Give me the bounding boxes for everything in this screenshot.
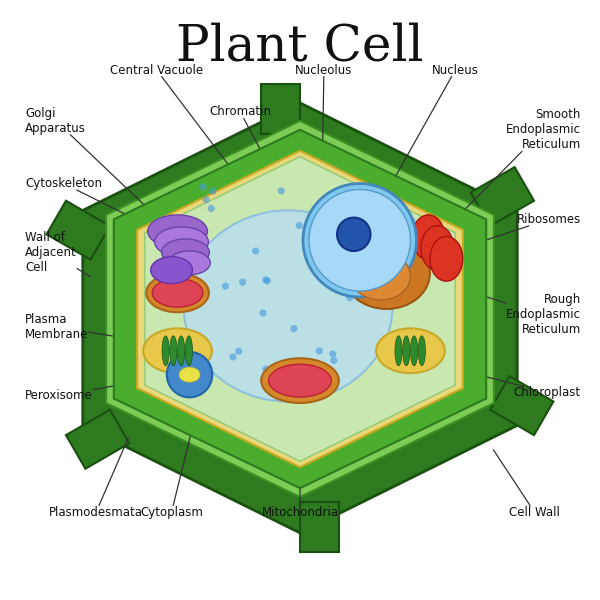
- Text: Mitochondria: Mitochondria: [262, 379, 338, 518]
- Ellipse shape: [403, 336, 410, 365]
- Ellipse shape: [146, 274, 209, 312]
- Ellipse shape: [351, 252, 410, 300]
- Ellipse shape: [184, 211, 392, 401]
- Ellipse shape: [170, 336, 177, 365]
- Polygon shape: [261, 83, 300, 134]
- Ellipse shape: [269, 364, 331, 397]
- Circle shape: [278, 187, 285, 194]
- Text: Wall of
Adjacent
Cell: Wall of Adjacent Cell: [25, 231, 91, 277]
- Ellipse shape: [410, 336, 418, 365]
- Text: Peroxisome: Peroxisome: [25, 376, 173, 402]
- Circle shape: [337, 218, 370, 251]
- Polygon shape: [114, 130, 486, 488]
- Circle shape: [209, 188, 217, 195]
- Polygon shape: [137, 151, 463, 467]
- Ellipse shape: [169, 251, 210, 275]
- Circle shape: [329, 350, 337, 358]
- Circle shape: [379, 341, 386, 349]
- Circle shape: [262, 365, 269, 373]
- Ellipse shape: [343, 237, 430, 309]
- Circle shape: [239, 278, 246, 286]
- Circle shape: [290, 325, 298, 332]
- Circle shape: [316, 347, 323, 355]
- Ellipse shape: [430, 236, 463, 281]
- Text: Cytoplasm: Cytoplasm: [140, 286, 227, 518]
- Circle shape: [356, 261, 364, 268]
- Text: Smooth
Endoplasmic
Reticulum: Smooth Endoplasmic Reticulum: [446, 108, 581, 229]
- Polygon shape: [300, 502, 339, 553]
- Ellipse shape: [376, 328, 445, 373]
- Polygon shape: [145, 157, 455, 461]
- Ellipse shape: [421, 226, 454, 271]
- Text: Nucleus: Nucleus: [377, 64, 479, 210]
- Circle shape: [264, 277, 271, 284]
- Circle shape: [199, 183, 206, 190]
- Circle shape: [303, 184, 416, 297]
- Text: Cytoskeleton: Cytoskeleton: [25, 177, 144, 223]
- Circle shape: [222, 283, 229, 290]
- Circle shape: [330, 357, 337, 364]
- Ellipse shape: [185, 336, 193, 365]
- Polygon shape: [470, 167, 534, 226]
- Polygon shape: [66, 410, 130, 469]
- Ellipse shape: [418, 336, 425, 365]
- Circle shape: [296, 222, 303, 229]
- Ellipse shape: [148, 215, 208, 248]
- Ellipse shape: [155, 227, 208, 257]
- Text: Rough
Endoplasmic
Reticulum: Rough Endoplasmic Reticulum: [445, 283, 581, 337]
- Polygon shape: [106, 121, 494, 497]
- Text: Chloroplast: Chloroplast: [448, 367, 581, 399]
- Text: Nucleolus: Nucleolus: [295, 64, 353, 251]
- Circle shape: [252, 248, 259, 254]
- Text: Ribosomes: Ribosomes: [445, 213, 581, 254]
- Text: Central Vacuole: Central Vacuole: [110, 64, 238, 177]
- Circle shape: [262, 277, 269, 283]
- Circle shape: [167, 352, 212, 397]
- Circle shape: [229, 353, 236, 361]
- Circle shape: [326, 376, 333, 383]
- Ellipse shape: [261, 358, 339, 403]
- Circle shape: [408, 217, 415, 224]
- Text: Plasma
Membrane: Plasma Membrane: [25, 313, 125, 341]
- Text: Plasmodesmata: Plasmodesmata: [49, 438, 143, 518]
- Ellipse shape: [151, 257, 193, 284]
- Polygon shape: [47, 201, 110, 260]
- Polygon shape: [83, 103, 517, 533]
- Ellipse shape: [412, 215, 445, 260]
- Circle shape: [235, 347, 242, 355]
- Ellipse shape: [152, 278, 203, 307]
- Ellipse shape: [161, 239, 209, 266]
- Circle shape: [328, 238, 335, 245]
- Ellipse shape: [179, 367, 200, 382]
- Ellipse shape: [395, 336, 402, 365]
- Circle shape: [259, 310, 266, 317]
- Ellipse shape: [143, 328, 212, 373]
- Text: Chromatin: Chromatin: [209, 106, 289, 204]
- Circle shape: [208, 205, 215, 212]
- Text: Golgi
Apparatus: Golgi Apparatus: [25, 107, 163, 223]
- Text: Plant Cell: Plant Cell: [176, 22, 424, 72]
- Ellipse shape: [178, 336, 185, 365]
- Circle shape: [346, 294, 353, 301]
- Ellipse shape: [162, 336, 169, 365]
- Circle shape: [202, 196, 209, 203]
- Text: Cell Wall: Cell Wall: [493, 450, 560, 518]
- Circle shape: [309, 190, 410, 291]
- Polygon shape: [490, 376, 553, 435]
